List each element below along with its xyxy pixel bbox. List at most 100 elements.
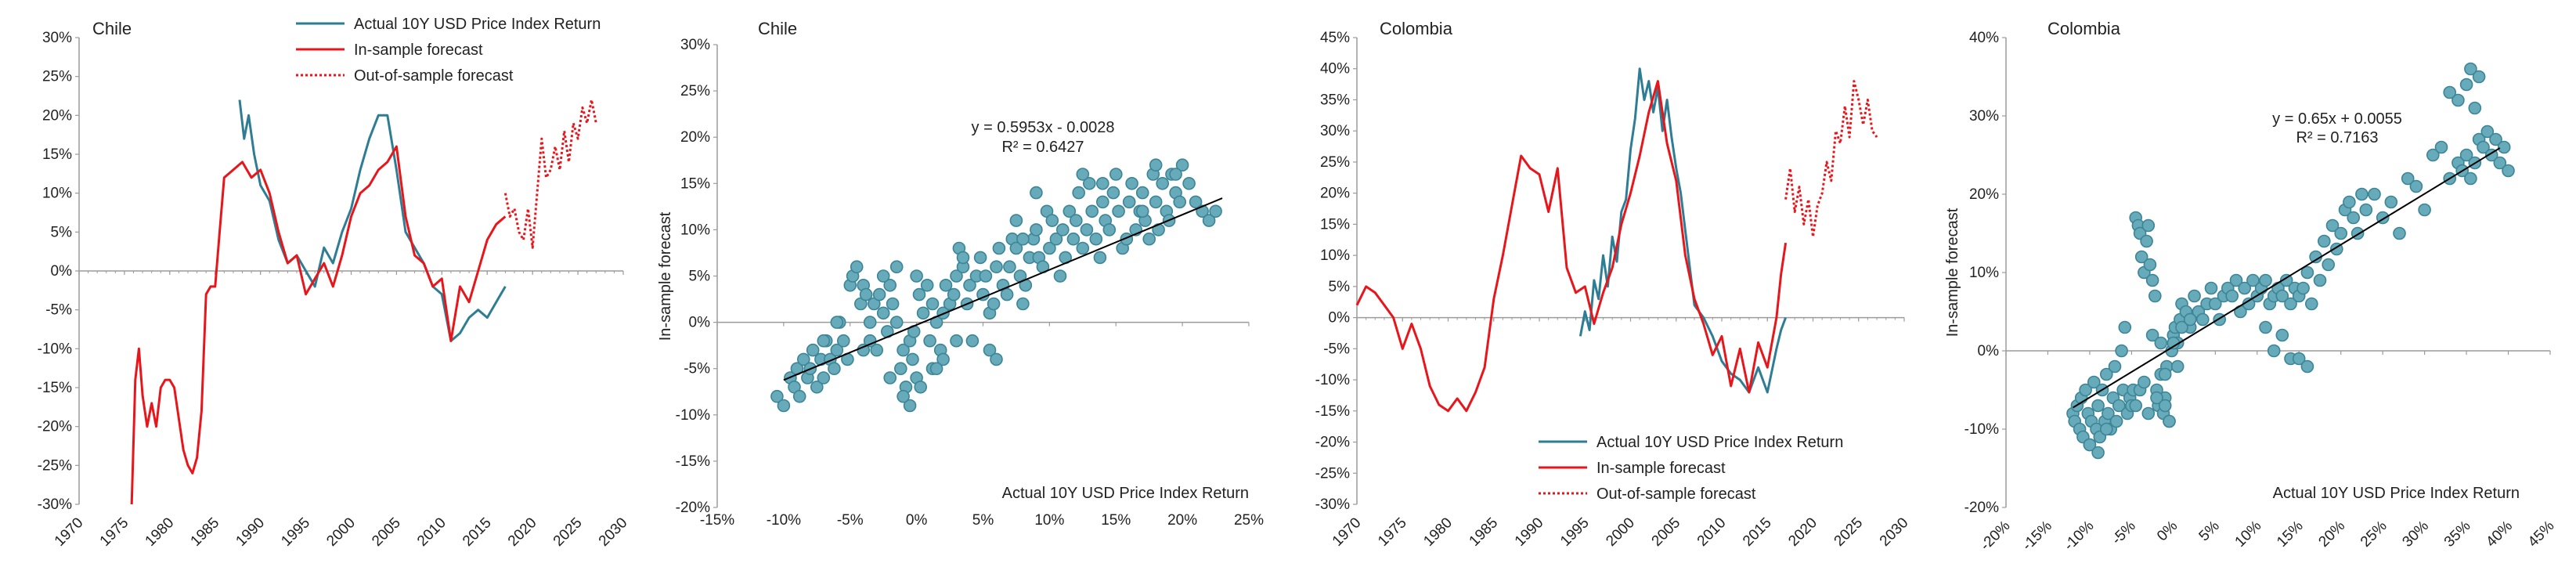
scatter-point: [936, 352, 950, 366]
scatter-point: [925, 297, 940, 311]
y-tick-label: -15%: [676, 453, 710, 470]
scatter-point: [830, 343, 844, 357]
r-squared-label: R² = 0.7163: [2296, 129, 2378, 146]
scatter-point: [2296, 281, 2310, 295]
legend-label: Out-of-sample forecast: [1596, 486, 1756, 503]
y-tick-label: -10%: [1315, 372, 1350, 388]
scatter-point: [2300, 359, 2314, 374]
y-tick-label: 35%: [1320, 92, 1350, 108]
y-tick-label: 25%: [680, 83, 710, 99]
legend-label: In-sample forecast: [354, 42, 483, 59]
scatter-point: [2384, 195, 2398, 209]
scatter-point: [2175, 320, 2188, 334]
scatter-point: [2275, 289, 2289, 303]
scatter-point: [876, 306, 890, 320]
x-tick-label: 20%: [1167, 512, 1197, 529]
scatter-point: [923, 334, 936, 348]
scatter-point: [990, 352, 1003, 366]
scatter-point: [1209, 204, 1222, 218]
scatter-point: [1135, 186, 1149, 200]
scatter-point: [1049, 232, 1063, 246]
x-axis-title: Actual 10Y USD Price Index Return: [1002, 485, 1249, 502]
scatter-point: [2279, 273, 2293, 287]
trend-equation: y = 0.5953x - 0.0028: [972, 119, 1115, 136]
x-tick-label: -10%: [767, 512, 801, 529]
scatter-point: [770, 389, 784, 403]
scatter-point: [2359, 203, 2373, 217]
scatter-point: [2497, 140, 2511, 154]
y-tick-label: 10%: [42, 186, 72, 202]
scatter-point: [1066, 232, 1081, 246]
y-tick-label: 10%: [1969, 265, 1999, 281]
y-tick-label: 0%: [1329, 310, 1351, 327]
scatter-point: [870, 343, 883, 357]
scatter-point: [929, 362, 943, 376]
scatter-point: [2464, 171, 2477, 186]
y-tick-label: 5%: [689, 269, 711, 285]
x-tick-label: 5%: [972, 512, 994, 529]
scatter-point: [916, 306, 930, 320]
scatter-point: [897, 343, 910, 357]
scatter-point: [837, 334, 850, 348]
scatter-point: [817, 371, 831, 384]
scatter-point: [2322, 258, 2335, 272]
scatter-point: [1045, 214, 1059, 227]
y-axis-title: In-sample forecast: [1944, 208, 1961, 337]
scatter-point: [2313, 273, 2327, 287]
scatter-point: [2112, 399, 2126, 413]
y-tick-label: 5%: [1329, 279, 1351, 295]
y-axis-title: In-sample forecast: [657, 211, 674, 341]
x-tick-label: 25%: [1234, 512, 1264, 529]
scatter-point: [1202, 214, 1216, 227]
y-tick-label: 15%: [680, 175, 710, 192]
scatter-point: [1135, 204, 1149, 218]
scatter-point: [883, 278, 897, 292]
y-tick-label: -20%: [1964, 500, 1999, 516]
series-line-actual: [238, 99, 507, 342]
scatter-point: [1112, 204, 1125, 218]
scatter-point: [2459, 148, 2473, 162]
scatter-point: [1016, 232, 1030, 246]
scatter-point: [1070, 214, 1083, 227]
scatter-point: [883, 371, 897, 384]
scatter-point: [2452, 93, 2465, 107]
x-tick-label: 10%: [1034, 512, 1064, 529]
scatter-point: [1009, 241, 1023, 255]
scatter-point: [1053, 269, 1067, 283]
chart-title: Chile: [92, 19, 132, 38]
y-tick-label: 25%: [1320, 154, 1350, 171]
r-squared-label: R² = 0.6427: [1001, 139, 1084, 156]
scatter-point: [2091, 446, 2105, 460]
scatter-point: [906, 352, 919, 366]
scatter-point: [2292, 352, 2306, 366]
scatter-point: [2140, 234, 2153, 248]
scatter-point: [2145, 328, 2159, 342]
y-tick-label: -5%: [684, 361, 710, 377]
scatter-point: [2091, 399, 2105, 413]
scatter-point: [965, 334, 980, 348]
y-tick-label: 25%: [42, 69, 72, 85]
y-tick-label: -25%: [1315, 465, 1350, 482]
y-tick-label: -25%: [38, 457, 72, 474]
scatter-point: [2188, 289, 2201, 303]
scatter-point: [992, 241, 1006, 255]
scatter-point: [1149, 158, 1163, 171]
scatter-point: [1102, 223, 1117, 236]
x-tick-label: 0%: [906, 512, 928, 529]
scatter-point: [1122, 195, 1136, 209]
y-tick-label: -10%: [1964, 421, 1999, 438]
scatter-point: [1030, 223, 1043, 236]
legend-label: Actual 10Y USD Price Index Return: [354, 16, 601, 33]
scatter-point: [2275, 328, 2289, 342]
scatter-point: [1009, 214, 1023, 227]
x-tick-label: 15%: [1101, 512, 1131, 529]
scatter-point: [2150, 391, 2163, 405]
scatter-point: [2477, 140, 2490, 154]
scatter-point: [792, 389, 806, 403]
scatter-point: [947, 287, 961, 301]
scatter-point: [1096, 195, 1109, 209]
legend-label: In-sample forecast: [1596, 460, 1726, 477]
scatter-point: [2115, 344, 2128, 358]
y-tick-label: -5%: [1323, 341, 1350, 357]
